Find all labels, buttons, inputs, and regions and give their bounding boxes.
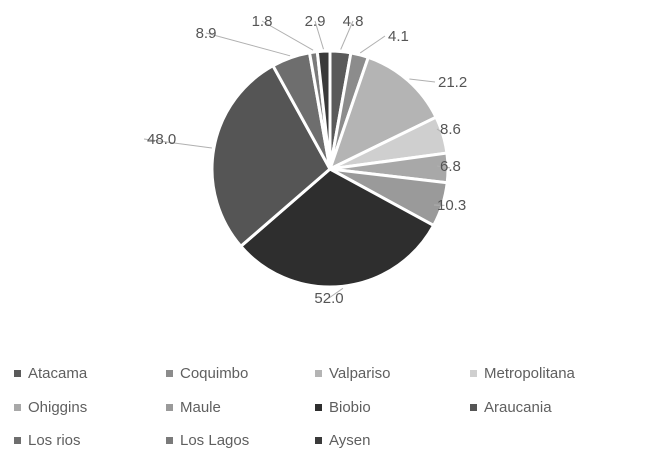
- pie-slice-araucania: [210, 63, 332, 249]
- leader-line-los-rios: [205, 32, 291, 57]
- data-label-ohiggins: 6.8: [440, 158, 461, 175]
- pie-slice-valpariso: [327, 55, 439, 172]
- data-label-araucania: 48.0: [147, 131, 176, 148]
- data-label-los-lagos: 1.8: [252, 13, 273, 30]
- data-label-maule: 10.3: [437, 197, 466, 214]
- leader-line-los-lagos: [261, 20, 314, 51]
- leader-line-atacama: [340, 20, 354, 50]
- data-label-valpariso: 21.2: [438, 74, 467, 91]
- leader-line-metropolitana: [436, 128, 446, 135]
- data-label-coquimbo: 4.1: [388, 28, 409, 45]
- data-labels: 4.8 4.1 21.2 8.6 6.8 10.3 52.0 48.0 8.9 1.8 2.9: [147, 13, 467, 307]
- data-label-atacama: 4.8: [343, 13, 364, 30]
- leader-line-aysen: [314, 20, 324, 50]
- pie-slice-aysen: [315, 49, 332, 170]
- data-label-los-rios: 8.9: [196, 25, 217, 42]
- data-label-aysen: 2.9: [305, 13, 326, 30]
- leader-line-araucania: [143, 138, 212, 149]
- leader-line-biobio: [328, 287, 344, 299]
- leader-line-valpariso: [409, 78, 436, 83]
- data-label-metropolitana: 8.6: [440, 121, 461, 138]
- leader-lines: [143, 20, 451, 299]
- pie-slices: [210, 49, 450, 289]
- data-label-biobio: 52.0: [314, 290, 343, 307]
- leader-line-coquimbo: [359, 35, 386, 54]
- pie-slice-biobio: [238, 167, 436, 289]
- leader-line-ohiggins: [436, 165, 451, 169]
